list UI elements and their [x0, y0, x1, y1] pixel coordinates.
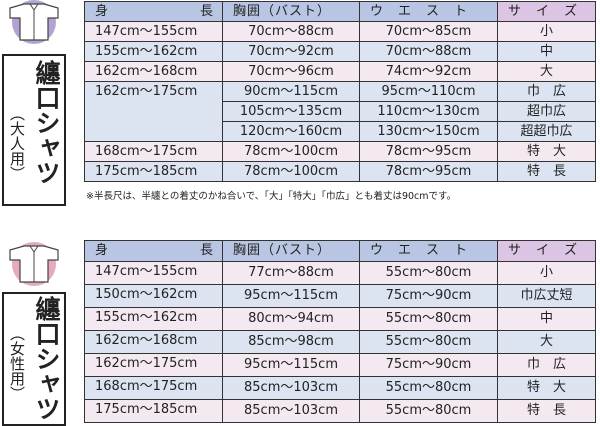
header-size: サ イ ズ — [497, 1, 596, 22]
table-cell: 95cm～110cm — [359, 81, 498, 102]
shirt-icon-adult — [9, 0, 59, 44]
table-cell: 162cm～175cm — [84, 81, 223, 142]
table-cell: 85cm～103cm — [222, 376, 360, 400]
table-cell: 70cm～88cm — [222, 21, 360, 42]
women-subtitle: （女性用） — [8, 326, 26, 401]
table-cell: 175cm～185cm — [84, 161, 223, 182]
table-row: 162cm～175cm 95cm～115cm 75cm～90cm 巾 広 — [84, 353, 596, 377]
table-cell: 150cm～162cm — [84, 284, 223, 308]
table-row: 155cm～162cm 70cm～92cm 70cm～88cm 中 — [84, 41, 596, 62]
header-text: 身 — [95, 3, 110, 19]
table-cell: 147cm～155cm — [84, 261, 223, 285]
table-row: 175cm～185cm 78cm～100cm 78cm～95cm 特 長 — [84, 161, 596, 182]
adult-title: 纏口シャツ — [32, 60, 61, 185]
table-cell: 105cm～135cm — [222, 101, 360, 122]
table-cell: 162cm～168cm — [84, 61, 223, 82]
table-cell: 大 — [497, 330, 596, 354]
table-cell: 78cm～100cm — [222, 141, 360, 162]
table-cell: 巾 広 — [497, 353, 596, 377]
table-cell: 78cm～95cm — [359, 141, 498, 162]
table-cell: 小 — [497, 261, 596, 285]
table-cell: 80cm～94cm — [222, 307, 360, 331]
table-cell: 特 長 — [497, 161, 596, 182]
shirt-icon-women — [9, 242, 59, 286]
header-height: 身長 — [84, 1, 223, 22]
women-title: 纏口シャツ — [32, 296, 61, 421]
table-row: 150cm～162cm 95cm～115cm 75cm～90cm 巾広丈短 — [84, 284, 596, 308]
table-cell: 120cm～160cm — [222, 121, 360, 142]
table-cell: 中 — [497, 307, 596, 331]
table-cell: 168cm～175cm — [84, 376, 223, 400]
table-cell: 大 — [497, 61, 596, 82]
table-cell: 55cm～80cm — [359, 307, 498, 331]
table-cell: 90cm～115cm — [222, 81, 360, 102]
table-cell: 特 大 — [497, 141, 596, 162]
header-height: 身長 — [84, 240, 223, 262]
table-cell: 95cm～115cm — [222, 284, 360, 308]
table-row: 155cm～162cm 80cm～94cm 55cm～80cm 中 — [84, 307, 596, 331]
table-cell: 55cm～80cm — [359, 330, 498, 354]
table-cell: 162cm～168cm — [84, 330, 223, 354]
table-cell: 70cm～92cm — [222, 41, 360, 62]
adult-size-table: 身長胸囲（バスト）ウ エ ス トサ イ ズ 147cm～155cm 70cm～88… — [84, 1, 596, 182]
table-row: 147cm～155cm 70cm～88cm 70cm～85cm 小 — [84, 21, 596, 42]
table-cell: 超巾広 — [497, 101, 596, 122]
table-cell: 147cm～155cm — [84, 21, 223, 42]
table-cell: 168cm～175cm — [84, 141, 223, 162]
table-row: 175cm～185cm 85cm～103cm 55cm～80cm 特 長 — [84, 399, 596, 423]
table-cell: 78cm～95cm — [359, 161, 498, 182]
table-row: 147cm～155cm 77cm～88cm 55cm～80cm 小 — [84, 261, 596, 285]
header-waist: ウ エ ス ト — [359, 240, 498, 262]
table-cell: 162cm～175cm — [84, 353, 223, 377]
table-cell: 超超巾広 — [497, 121, 596, 142]
table-row: 162cm～168cm 85cm～98cm 55cm～80cm 大 — [84, 330, 596, 354]
table-row: 105cm～135cm 110cm～130cm 超巾広 — [85, 101, 596, 122]
table-cell: 110cm～130cm — [359, 101, 498, 122]
table-cell: 155cm～162cm — [84, 307, 223, 331]
women-size-table: 身長胸囲（バスト）ウ エ ス トサ イ ズ 147cm～155cm 77cm～88… — [84, 240, 596, 423]
header-text: 長 — [199, 243, 214, 258]
table-cell: 75cm～90cm — [359, 284, 498, 308]
table-row: 168cm～175cm 85cm～103cm 55cm～80cm 特 大 — [84, 376, 596, 400]
header-waist: ウ エ ス ト — [359, 1, 498, 22]
table-cell: 特 長 — [497, 399, 596, 423]
table-cell: 130cm～150cm — [359, 121, 498, 142]
table-row: 168cm～175cm 78cm～100cm 78cm～95cm 特 大 — [84, 141, 596, 162]
header-bust: 胸囲（バスト） — [222, 1, 360, 22]
table-cell: 175cm～185cm — [84, 399, 223, 423]
women-label-box: 纏口シャツ （女性用） — [2, 292, 66, 426]
header-bust: 胸囲（バスト） — [222, 240, 360, 262]
header-text: 長 — [199, 3, 214, 19]
header-text: 身 — [95, 243, 110, 258]
table-cell: 74cm～92cm — [359, 61, 498, 82]
table-row: 162cm～175cm 90cm～115cm 95cm～110cm 巾 広 — [84, 81, 596, 142]
table-cell: 中 — [497, 41, 596, 62]
header-size: サ イ ズ — [497, 240, 596, 262]
table-cell: 55cm～80cm — [359, 261, 498, 285]
table-cell: 85cm～98cm — [222, 330, 360, 354]
table-cell: 77cm～88cm — [222, 261, 360, 285]
table-cell: 巾 広 — [497, 81, 596, 102]
table-cell: 巾広丈短 — [497, 284, 596, 308]
adult-subtitle: （大人用） — [8, 106, 26, 181]
table-cell: 155cm～162cm — [84, 41, 223, 62]
table-cell: 78cm～100cm — [222, 161, 360, 182]
table-cell: 55cm～80cm — [359, 399, 498, 423]
table-row: 120cm～160cm 130cm～150cm 超超巾広 — [85, 121, 596, 142]
table-cell: 70cm～85cm — [359, 21, 498, 42]
table-cell: 小 — [497, 21, 596, 42]
table-row: 162cm～168cm 70cm～96cm 74cm～92cm 大 — [84, 61, 596, 82]
table-cell: 特 大 — [497, 376, 596, 400]
table-cell: 55cm～80cm — [359, 376, 498, 400]
adult-label-box: 纏口シャツ （大人用） — [2, 54, 66, 206]
table-cell: 75cm～90cm — [359, 353, 498, 377]
table-cell: 70cm～96cm — [222, 61, 360, 82]
table-cell: 85cm～103cm — [222, 399, 360, 423]
adult-note: ※半長尺は、半纏との着丈のかね合いで、「大」「特大」「巾広」とも着丈は90cmで… — [86, 191, 457, 202]
table-cell: 95cm～115cm — [222, 353, 360, 377]
table-cell: 70cm～88cm — [359, 41, 498, 62]
